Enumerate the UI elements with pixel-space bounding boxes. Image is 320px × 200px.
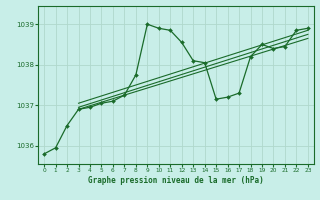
X-axis label: Graphe pression niveau de la mer (hPa): Graphe pression niveau de la mer (hPa) [88,176,264,185]
